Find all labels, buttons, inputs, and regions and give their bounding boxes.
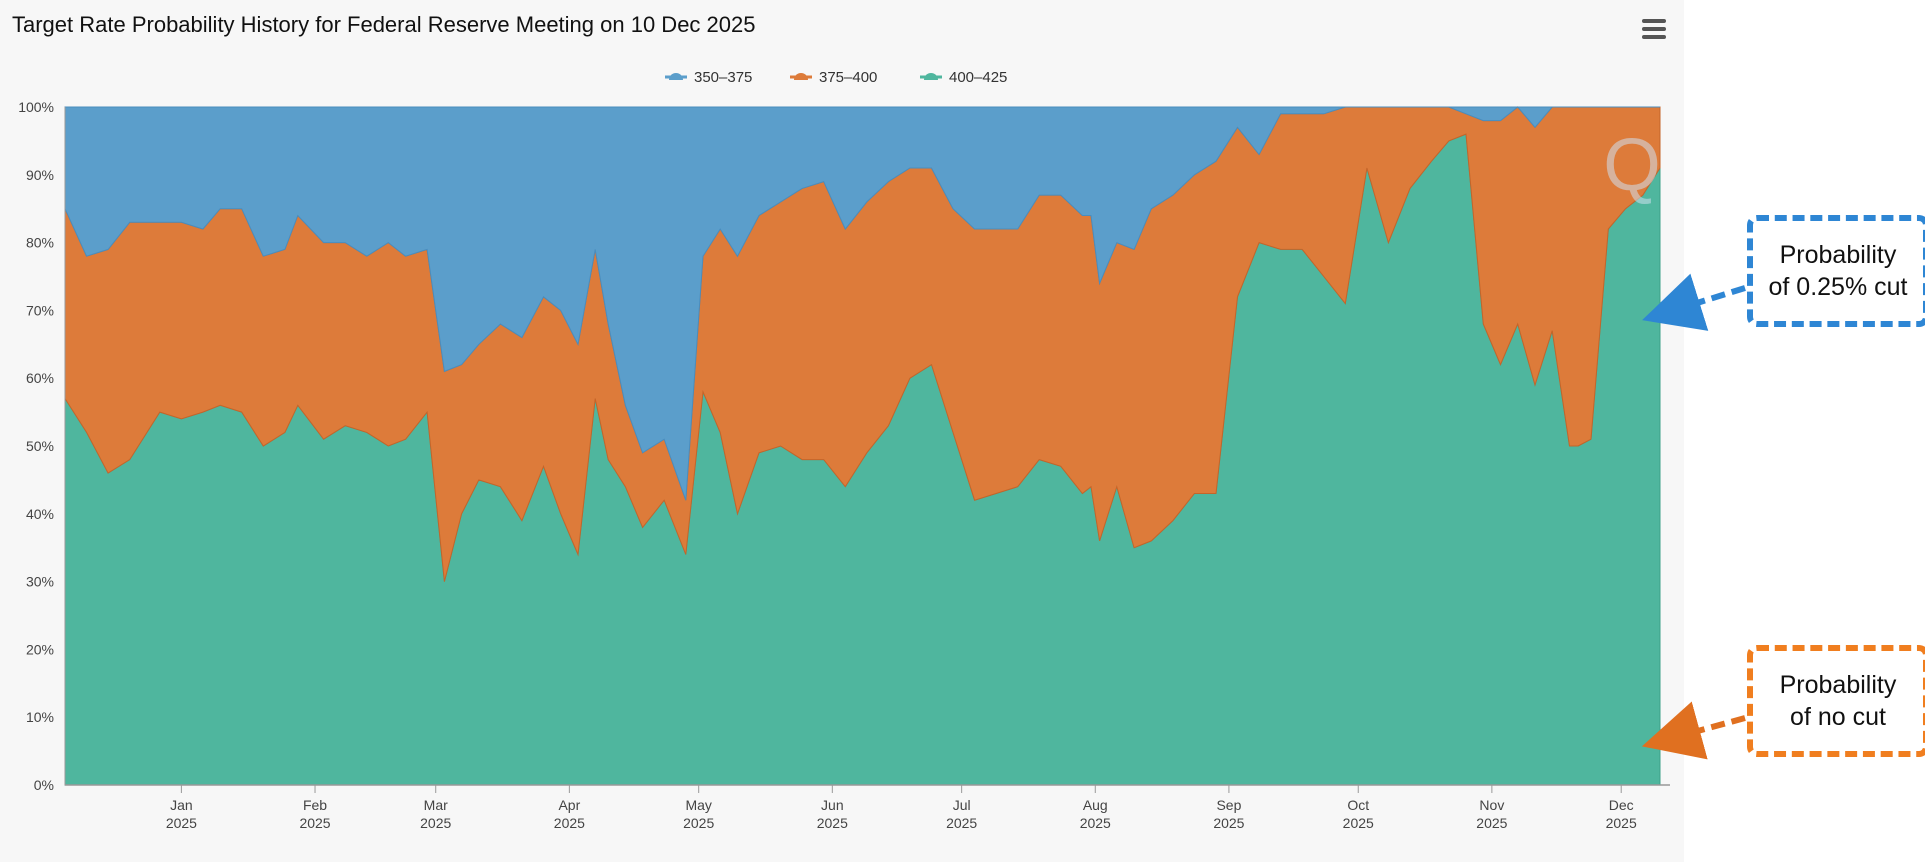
x-tick-year: 2025 xyxy=(1343,815,1374,831)
legend-label: 400–425 xyxy=(949,69,1007,86)
x-tick-month: Oct xyxy=(1347,797,1369,813)
series-areas xyxy=(64,106,1661,786)
x-tick-month: Nov xyxy=(1479,797,1504,813)
x-tick-year: 2025 xyxy=(166,815,197,831)
callout-nocut-line2: of no cut xyxy=(1790,703,1886,731)
legend-label: 375–400 xyxy=(819,69,877,86)
x-tick-year: 2025 xyxy=(946,815,977,831)
y-tick-label: 0% xyxy=(34,777,54,793)
x-tick-month: Sep xyxy=(1216,797,1241,813)
x-tick-year: 2025 xyxy=(1080,815,1111,831)
x-tick-year: 2025 xyxy=(817,815,848,831)
stacked-area-chart: 0% 10% 20% 30% 40% 50% 60% 70% 80% 90% 100% Jan 2025… xyxy=(18,69,1670,831)
legend-item-350–375[interactable]: 350–375 xyxy=(665,69,752,86)
x-tick-month: May xyxy=(685,797,711,813)
legend-label: 350–375 xyxy=(694,69,752,86)
x-tick-year: 2025 xyxy=(420,815,451,831)
y-tick-label: 60% xyxy=(26,370,54,386)
chart-title: Target Rate Probability History for Fede… xyxy=(12,12,756,37)
x-tick-month: Jun xyxy=(821,797,844,813)
x-tick-month: Apr xyxy=(558,797,580,813)
x-tick-year: 2025 xyxy=(683,815,714,831)
x-tick-month: Feb xyxy=(303,797,327,813)
y-tick-label: 50% xyxy=(26,438,54,454)
x-tick-year: 2025 xyxy=(1213,815,1244,831)
callout-cut-line1: Probability xyxy=(1779,241,1897,269)
y-tick-label: 20% xyxy=(26,641,54,657)
callout-nocut-probability: Probability of no cut xyxy=(1747,645,1925,757)
hamburger-menu-icon[interactable] xyxy=(1639,16,1669,42)
y-tick-label: 10% xyxy=(26,709,54,725)
callout-cut-probability: Probability of 0.25% cut xyxy=(1747,215,1925,327)
axes: 0% 10% 20% 30% 40% 50% 60% 70% 80% 90% 100% Jan 2025… xyxy=(18,99,1670,831)
x-tick-month: Jul xyxy=(953,797,971,813)
legend: 350–375 375–400 400–425 xyxy=(665,69,1007,86)
x-tick-year: 2025 xyxy=(299,815,330,831)
y-tick-label: 30% xyxy=(26,574,54,590)
x-tick-month: Mar xyxy=(424,797,448,813)
y-tick-label: 80% xyxy=(26,235,54,251)
x-tick-month: Aug xyxy=(1083,797,1108,813)
watermark-logo: Q xyxy=(1603,123,1661,206)
y-tick-label: 90% xyxy=(26,167,54,183)
y-tick-label: 100% xyxy=(18,99,54,115)
x-tick-year: 2025 xyxy=(1476,815,1507,831)
y-tick-label: 40% xyxy=(26,506,54,522)
callout-cut-line2: of 0.25% cut xyxy=(1768,273,1908,301)
x-tick-year: 2025 xyxy=(1606,815,1637,831)
x-tick-month: Jan xyxy=(170,797,193,813)
legend-item-400–425[interactable]: 400–425 xyxy=(920,69,1007,86)
area-series-350–375[interactable] xyxy=(64,106,1660,501)
legend-item-375–400[interactable]: 375–400 xyxy=(790,69,877,86)
callout-nocut-line1: Probability xyxy=(1779,671,1897,699)
x-tick-month: Dec xyxy=(1609,797,1634,813)
x-tick-year: 2025 xyxy=(554,815,585,831)
y-tick-label: 70% xyxy=(26,302,54,318)
